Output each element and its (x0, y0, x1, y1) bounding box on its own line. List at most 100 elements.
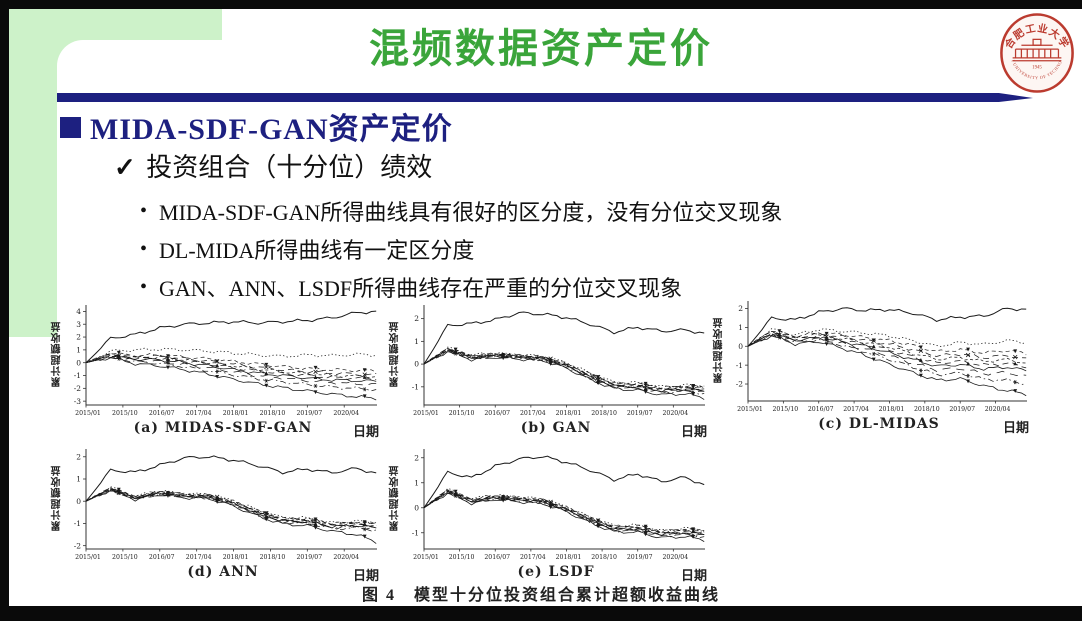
section-heading-text: MIDA-SDF-GAN资产定价 (90, 113, 453, 146)
svg-text:2018/10: 2018/10 (260, 554, 286, 561)
svg-text:2015/01: 2015/01 (737, 406, 763, 413)
check-item: ✓ 投资组合（十分位）绩效 (114, 147, 432, 184)
svg-text:2017/04: 2017/04 (186, 410, 212, 417)
seal-building-icon (1012, 38, 1062, 62)
svg-text:2016/07: 2016/07 (808, 406, 834, 413)
svg-text:2015/10: 2015/10 (112, 410, 138, 417)
bullet-list: • MIDA-SDF-GAN所得曲线具有很好的区分度，没有分位交叉现象 • DL… (140, 192, 782, 306)
svg-text:2019/07: 2019/07 (296, 410, 322, 417)
checkmark-icon: ✓ (114, 153, 136, 182)
svg-text:2: 2 (738, 304, 743, 313)
svg-text:0: 0 (76, 497, 81, 506)
svg-text:-1: -1 (736, 361, 743, 370)
university-seal-logo: 合肥工业大学 1945 HEFEI UNIVERSITY OF TECHNOLO… (998, 11, 1074, 93)
svg-text:2015/01: 2015/01 (75, 554, 101, 561)
chart-plot-c: 2 1 0 -1 -2 2015/01 2015/10 2016/07 2017/04 2018/… (736, 301, 1027, 413)
svg-text:2020/04: 2020/04 (662, 410, 688, 417)
svg-text:2016/07: 2016/07 (484, 410, 510, 417)
svg-text:-2: -2 (74, 384, 82, 393)
svg-text:0: 0 (414, 360, 419, 369)
chart-plot-d: 2 1 0 -1 -2 2015/01 2015/10 2016/07 2017/04 2018/… (74, 449, 377, 561)
figure-caption: 图 4 模型十分位投资组合累计超额收益曲线 (361, 587, 720, 604)
chart-plot-e: 2 1 0 -1 2015/01 2015/10 2016/07 2017/04 2018/01… (412, 449, 705, 561)
x-axis-label: 日期 (1002, 420, 1029, 435)
svg-text:2020/04: 2020/04 (985, 406, 1011, 413)
svg-text:2020/04: 2020/04 (333, 554, 359, 561)
svg-text:2015/01: 2015/01 (413, 410, 439, 417)
svg-text:-3: -3 (74, 397, 82, 406)
svg-text:2018/10: 2018/10 (914, 406, 940, 413)
svg-text:2015/10: 2015/10 (112, 554, 138, 561)
chart-subtitle: (c) DL-MIDAS (818, 416, 940, 432)
svg-text:2017/04: 2017/04 (843, 406, 869, 413)
x-axis-label: 日期 (680, 568, 707, 583)
svg-text:4: 4 (76, 307, 81, 316)
square-bullet-icon (60, 117, 81, 138)
svg-text:2016/07: 2016/07 (149, 410, 175, 417)
svg-text:2017/04: 2017/04 (520, 410, 546, 417)
bullet-text: MIDA-SDF-GAN所得曲线具有很好的区分度，没有分位交叉现象 (159, 200, 783, 225)
svg-text:2018/10: 2018/10 (591, 410, 617, 417)
chart-a-midas-sdf-gan: 累计超额收益 4 3 2 1 0 -1 -2 -3 2015/01 2015/10 2016/07 20… (50, 300, 381, 439)
svg-text:2: 2 (76, 333, 81, 342)
svg-text:2: 2 (76, 452, 81, 461)
svg-text:1: 1 (414, 337, 419, 346)
svg-text:1: 1 (414, 478, 419, 487)
svg-text:2018/01: 2018/01 (556, 410, 582, 417)
svg-text:2020/04: 2020/04 (333, 410, 359, 417)
svg-text:2015/10: 2015/10 (449, 554, 475, 561)
frame-left-bar (0, 0, 9, 621)
svg-text:1: 1 (738, 323, 743, 332)
list-item: • GAN、ANN、LSDF所得曲线存在严重的分位交叉现象 (140, 268, 782, 306)
svg-text:2016/07: 2016/07 (149, 554, 175, 561)
svg-text:2018/10: 2018/10 (591, 554, 617, 561)
svg-text:2019/07: 2019/07 (949, 406, 975, 413)
y-axis-label: 累计超额收益 (714, 317, 725, 383)
svg-text:2: 2 (414, 453, 419, 462)
section-heading: MIDA-SDF-GAN资产定价 (60, 104, 453, 148)
svg-text:2017/04: 2017/04 (520, 554, 546, 561)
y-axis-label: 累计超额收益 (390, 465, 401, 531)
svg-text:2020/04: 2020/04 (662, 554, 688, 561)
frame-bottom-bar (0, 606, 1082, 621)
svg-text:2016/07: 2016/07 (484, 554, 510, 561)
svg-text:2019/07: 2019/07 (627, 554, 653, 561)
page-title: 混频数据资产定价 (369, 27, 713, 71)
svg-text:-1: -1 (412, 382, 419, 391)
chart-d-ann: 累计超额收益 2 1 0 -1 -2 2015/01 2015/10 2016/07 2017/0… (50, 444, 381, 583)
svg-text:2015/10: 2015/10 (449, 410, 475, 417)
title-divider-bar (57, 93, 1033, 102)
chart-subtitle: (b) GAN (520, 420, 592, 436)
chart-subtitle: (a) MIDAS-SDF-GAN (133, 420, 313, 436)
y-axis-label: 累计超额收益 (52, 321, 63, 387)
chart-subtitle: (e) LSDF (517, 564, 595, 580)
figure-panel: 累计超额收益 4 3 2 1 0 -1 -2 -3 2015/01 2015/10 2016/07 20… (0, 294, 1082, 606)
svg-text:2018/01: 2018/01 (223, 410, 249, 417)
seal-year: 1945 (1032, 66, 1042, 71)
chart-e-lsdf: 累计超额收益 2 1 0 -1 2015/01 2015/10 2016/07 2017/04 2… (388, 444, 709, 583)
svg-text:-1: -1 (74, 371, 81, 380)
x-axis-label: 日期 (680, 424, 707, 439)
y-axis-label: 累计超额收益 (52, 465, 63, 531)
bullet-text: DL-MIDA所得曲线有一定区分度 (159, 238, 475, 263)
frame-top-bar (0, 0, 1082, 9)
svg-text:2019/07: 2019/07 (296, 554, 322, 561)
chart-plot-b: 2 1 0 -1 2015/01 2015/10 2016/07 2017/04 2018/01… (412, 305, 705, 417)
check-item-text: 投资组合（十分位）绩效 (146, 153, 433, 182)
bullet-text: GAN、ANN、LSDF所得曲线存在严重的分位交叉现象 (159, 276, 683, 301)
svg-text:-1: -1 (412, 528, 419, 537)
chart-c-dl-midas: 累计超额收益 2 1 0 -1 -2 2015/01 2015/10 2016/07 2017/0… (712, 296, 1031, 435)
svg-text:2018/01: 2018/01 (223, 554, 249, 561)
list-item: • MIDA-SDF-GAN所得曲线具有很好的区分度，没有分位交叉现象 (140, 192, 782, 230)
svg-text:2018/01: 2018/01 (879, 406, 905, 413)
svg-text:2018/01: 2018/01 (556, 554, 582, 561)
bullet-dot-icon: • (140, 199, 148, 222)
svg-text:-1: -1 (74, 519, 81, 528)
svg-text:0: 0 (414, 503, 419, 512)
svg-text:0: 0 (738, 342, 743, 351)
svg-text:-2: -2 (74, 541, 82, 550)
x-axis-label: 日期 (352, 424, 379, 439)
svg-text:1: 1 (76, 345, 81, 354)
chart-b-gan: 累计超额收益 2 1 0 -1 2015/01 2015/10 2016/07 2017/04 2… (388, 300, 709, 439)
